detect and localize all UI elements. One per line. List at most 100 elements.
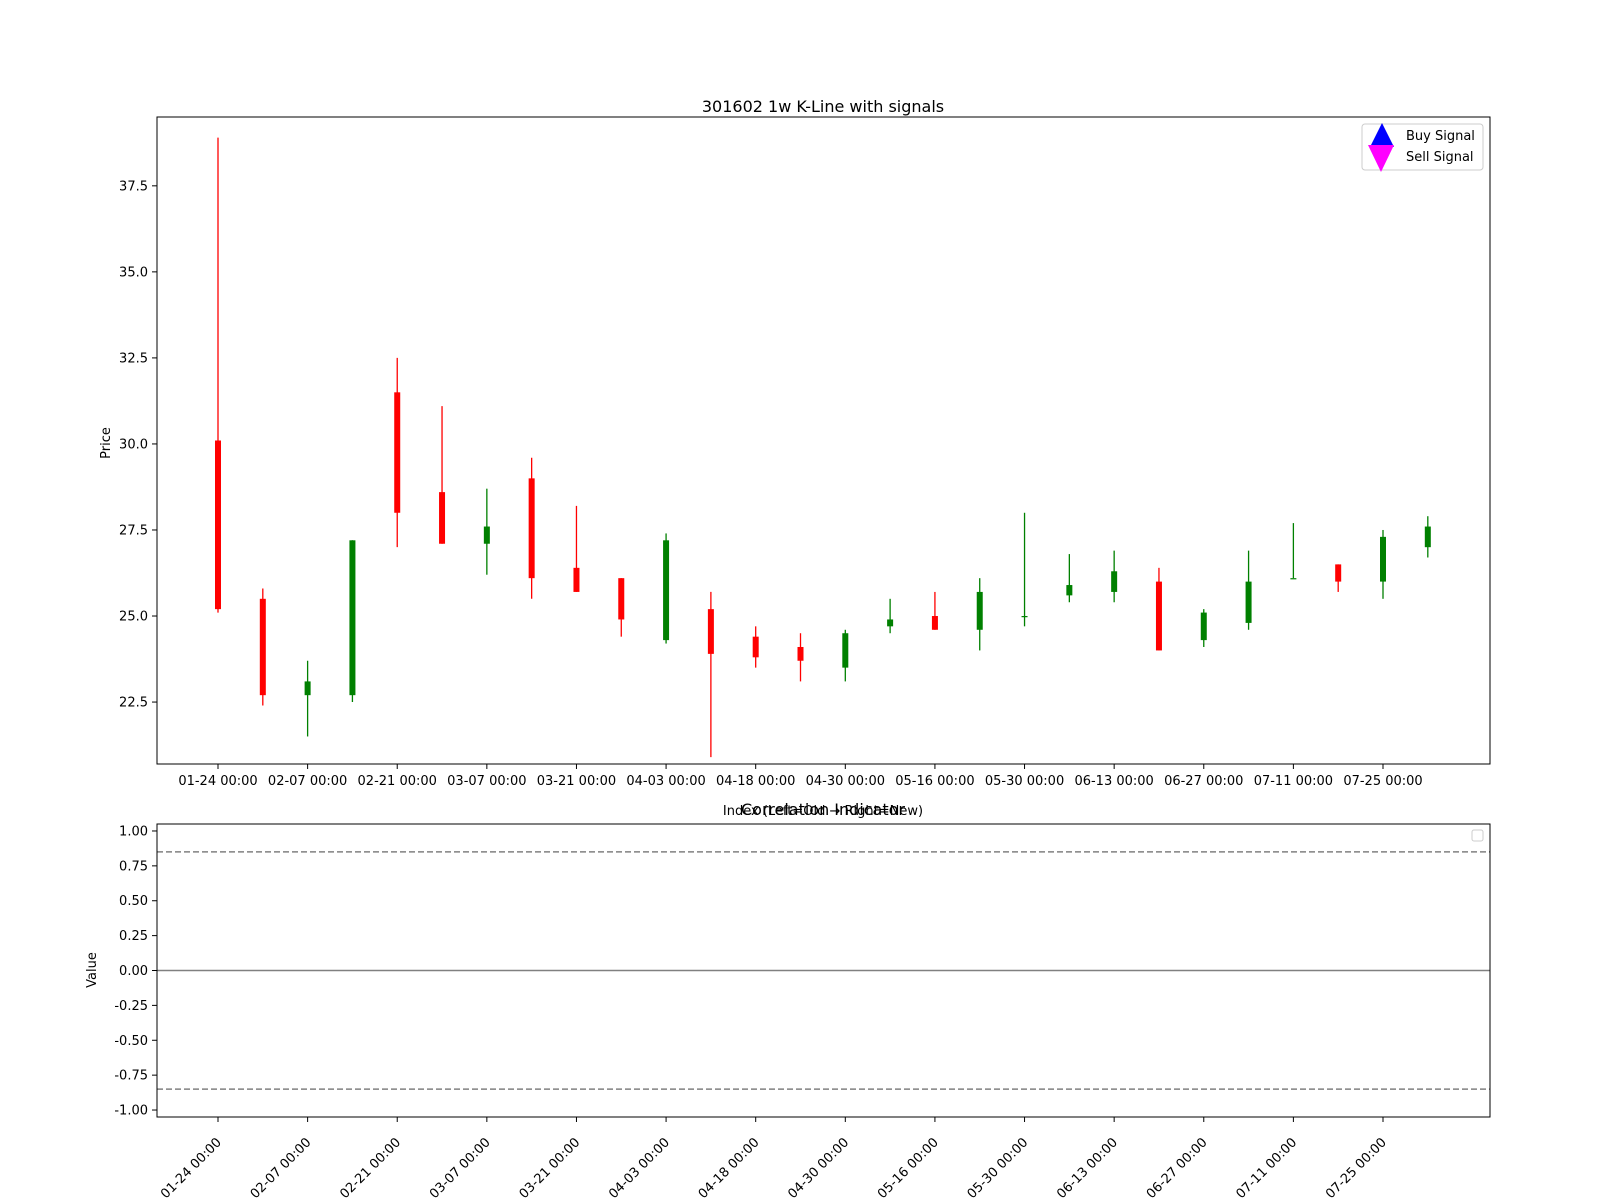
correlation-xticks: 01-24 00:00 02-07 00:00 02-21 00:00 03-07 0… [158, 1117, 1390, 1200]
kline-ytick-label: 30.0 [119, 437, 148, 452]
candle-body [797, 646, 804, 661]
correlation-ytick-label: -0.75 [114, 1069, 148, 1084]
candle [976, 578, 983, 651]
candle [394, 357, 401, 548]
candle [1155, 567, 1162, 651]
legend-sell-label: Sell Signal [1406, 150, 1474, 165]
candle [483, 488, 490, 575]
correlation-xtick-label: 01-24 00:00 [158, 1135, 225, 1200]
kline-yticks: 22.5 25.0 27.5 30.0 32.5 35.0 37.5 [119, 179, 157, 711]
candle [215, 137, 221, 613]
candle [1066, 554, 1073, 603]
candle [931, 591, 938, 630]
kline-xtick-label: 05-16 00:00 [895, 774, 974, 789]
candle-body [707, 609, 714, 654]
candle-body [842, 633, 849, 668]
correlation-ytick-label: 0.25 [119, 929, 148, 944]
legend-box [1361, 123, 1484, 171]
correlation-ylabel: Value [85, 952, 100, 988]
correlation-xtick-label: 04-03 00:00 [606, 1135, 673, 1200]
candle-body [1335, 564, 1342, 582]
candle-body [394, 392, 401, 513]
kline-xtick-label: 02-21 00:00 [358, 774, 437, 789]
candle-body [573, 567, 580, 592]
kline-ytick-label: 37.5 [119, 179, 148, 194]
kline-xtick-label: 06-13 00:00 [1074, 774, 1153, 789]
correlation-yticks: 1.00 0.75 0.50 0.25 0.00 -0.25 -0.50 -0.75 -1.00 [114, 824, 157, 1119]
correlation-ytick-label: -1.00 [114, 1104, 148, 1119]
kline-ylabel: Price [99, 427, 114, 459]
legend-buy-label: Buy Signal [1406, 129, 1475, 144]
kline-title: 301602 1w K-Line with signals [702, 97, 944, 116]
candle [1245, 550, 1252, 630]
correlation-xtick-label: 05-30 00:00 [965, 1135, 1032, 1200]
correlation-xtick-label: 07-25 00:00 [1323, 1135, 1390, 1200]
candle [1335, 564, 1342, 592]
candle-body [215, 440, 221, 610]
correlation-xtick-label: 02-07 00:00 [248, 1135, 315, 1200]
candle [752, 626, 759, 668]
kline-legend: Buy Signal Sell Signal [1361, 123, 1484, 172]
candle-body [887, 619, 894, 627]
correlation-ytick-label: 0.50 [119, 894, 148, 909]
candle-body [304, 681, 311, 696]
correlation-ytick-label: -0.25 [114, 999, 148, 1014]
kline-ytick-label: 25.0 [119, 610, 148, 625]
sell-signal-marker-icon [1368, 145, 1394, 172]
correlation-xtick-label: 06-27 00:00 [1144, 1135, 1211, 1200]
candle [887, 598, 894, 634]
candle-body [976, 591, 983, 630]
candle [1021, 512, 1028, 627]
correlation-xtick-label: 06-13 00:00 [1054, 1135, 1121, 1200]
kline-ytick-label: 32.5 [119, 351, 148, 366]
kline-xtick-label: 03-21 00:00 [537, 774, 616, 789]
candle-body [1200, 612, 1207, 641]
correlation-xtick-label: 04-18 00:00 [696, 1135, 763, 1200]
candle-body [663, 540, 670, 641]
candle [439, 406, 446, 544]
correlation-xtick-label: 07-11 00:00 [1233, 1135, 1300, 1200]
candle-body [1155, 581, 1162, 651]
correlation-xtick-label: 02-21 00:00 [337, 1135, 404, 1200]
kline-xtick-label: 07-25 00:00 [1343, 774, 1422, 789]
candle [1380, 529, 1386, 599]
candle-body [1245, 581, 1252, 623]
candle [1200, 609, 1207, 647]
correlation-empty-legend [1471, 829, 1484, 842]
candle-body [931, 616, 938, 630]
candle [797, 633, 804, 682]
kline-xtick-label: 05-30 00:00 [985, 774, 1064, 789]
candle-body [259, 598, 266, 696]
kline-xtick-label: 01-24 00:00 [178, 774, 257, 789]
candle-body [528, 478, 535, 579]
correlation-xtick-label: 03-21 00:00 [517, 1135, 584, 1200]
buy-signal-marker-icon [1370, 123, 1394, 147]
candle-body [439, 492, 446, 544]
kline-ytick-label: 22.5 [119, 696, 148, 711]
candle [1290, 523, 1297, 580]
kline-xtick-label: 04-30 00:00 [806, 774, 885, 789]
correlation-ytick-label: -0.50 [114, 1034, 148, 1049]
candle-body [1424, 526, 1431, 548]
kline-axes-frame [156, 116, 1491, 765]
candle-body [1290, 578, 1297, 580]
kline-xlabel: Index (Left=Old → Right=New) [723, 804, 923, 819]
correlation-ytick-label: 0.00 [119, 964, 148, 979]
kline-candles [215, 137, 1431, 758]
kline-xtick-label: 04-03 00:00 [626, 774, 705, 789]
candle-body [483, 526, 490, 544]
candle-body [349, 540, 356, 696]
correlation-panel: Correlation Indicator Value 1.00 0.75 0.50… [85, 800, 1491, 1200]
kline-xtick-label: 02-07 00:00 [268, 774, 347, 789]
candle [349, 540, 356, 703]
kline-ytick-label: 35.0 [119, 265, 148, 280]
candle [842, 629, 849, 682]
kline-xticks: 01-24 00:00 02-07 00:00 02-21 00:00 03-07 0… [178, 764, 1423, 789]
kline-xtick-label: 04-18 00:00 [716, 774, 795, 789]
kline-xtick-label: 03-07 00:00 [447, 774, 526, 789]
correlation-xtick-label: 04-30 00:00 [785, 1135, 852, 1200]
correlation-ytick-label: 0.75 [119, 859, 148, 874]
candle-body [1066, 585, 1073, 596]
candle-body [618, 578, 625, 620]
